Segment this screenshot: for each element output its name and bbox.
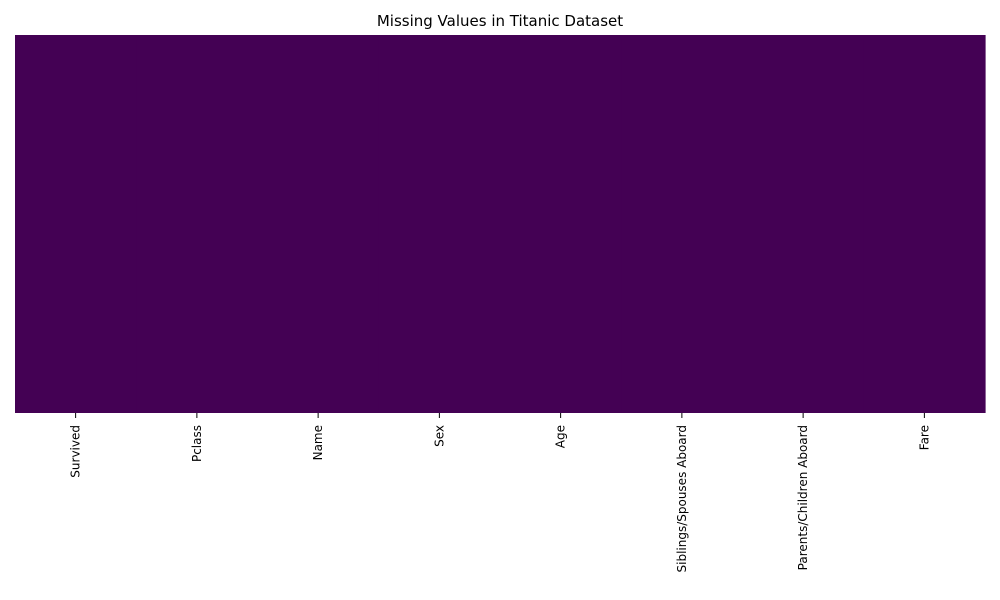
chart-title: Missing Values in Titanic Dataset [377,12,623,30]
x-tick-label: Fare [917,425,931,450]
x-tick-label: Age [554,425,568,448]
heatmap-column-cell [500,35,622,413]
x-tick-label: Sex [432,425,446,447]
heatmap-column-cell [742,35,865,413]
x-axis-ticks: Survived Pclass Name Sex Age Siblings/Spouses… [69,413,931,573]
x-tick-label: Siblings/Spouses Aboard [675,425,689,573]
x-tick-label: Name [311,425,325,460]
heatmap-column-cell [378,35,501,413]
heatmap-cells [15,35,986,413]
heatmap-column-cell [136,35,259,413]
x-tick-label: Parents/Children Aboard [796,425,810,570]
heatmap-column-cell [15,35,137,413]
heatmap-column-cell [863,35,986,413]
x-tick-label: Pclass [190,425,204,462]
heatmap-column-cell [257,35,380,413]
heatmap-column-cell [621,35,744,413]
x-tick-label: Survived [69,425,83,478]
